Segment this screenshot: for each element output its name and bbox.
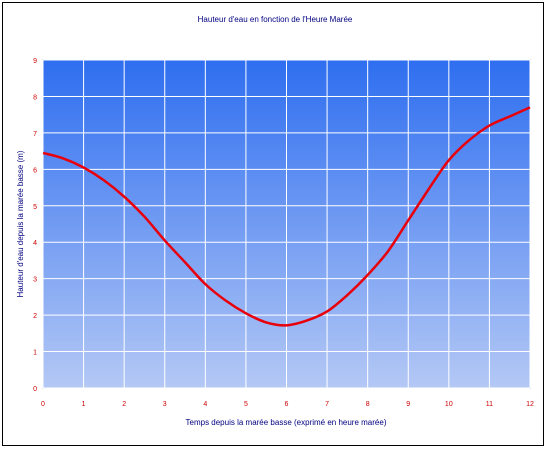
y-tick-label: 3 (33, 277, 37, 284)
x-tick-labels: 0 1 2 3 4 5 6 7 8 9 10 11 12 (41, 401, 534, 408)
y-tick-label: 5 (33, 204, 37, 211)
y-tick-label: 8 (33, 94, 37, 101)
x-tick-label: 1 (82, 401, 86, 408)
y-tick-label: 9 (33, 58, 37, 65)
x-tick-label: 5 (244, 401, 248, 408)
chart-title: Hauteur d'eau en fonction de l'Heure Mar… (198, 15, 353, 24)
series-line (42, 106, 531, 327)
x-tick-label: 0 (41, 401, 45, 408)
y-tick-label: 2 (33, 313, 37, 320)
x-tick-label: 6 (285, 401, 289, 408)
y-tick-label: 7 (33, 131, 37, 138)
y-tick-label: 0 (33, 386, 37, 393)
x-tick-label: 7 (325, 401, 329, 408)
x-tick-label: 2 (122, 401, 126, 408)
y-tick-label: 4 (33, 240, 37, 247)
y-tick-label: 1 (33, 350, 37, 357)
x-tick-label: 9 (406, 401, 410, 408)
grid-lines (42, 59, 531, 389)
y-tick-label: 6 (33, 167, 37, 174)
x-tick-label: 11 (486, 401, 493, 408)
x-tick-label: 3 (163, 401, 167, 408)
x-tick-label: 10 (445, 401, 453, 408)
y-tick-labels: 0 1 2 3 4 5 6 7 8 9 (33, 58, 37, 393)
x-tick-label: 4 (203, 401, 207, 408)
x-axis-label: Temps depuis la marée basse (exprimé en … (186, 418, 387, 427)
x-tick-label: 8 (366, 401, 370, 408)
x-tick-label: 12 (526, 401, 534, 408)
series-group (42, 106, 531, 327)
y-axis-label: Hauteur d'eau depuis la marée basse (m) (16, 150, 25, 297)
